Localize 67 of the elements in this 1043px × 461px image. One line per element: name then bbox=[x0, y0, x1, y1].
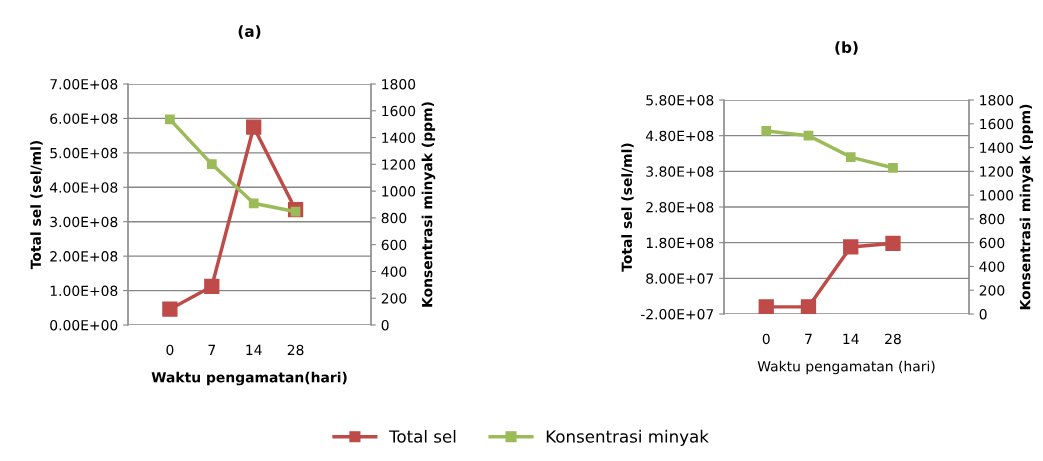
point bbox=[885, 235, 901, 252]
point bbox=[845, 152, 856, 162]
x-tick-label: 7 bbox=[208, 344, 216, 355]
y2-tick-label: 1600 bbox=[980, 118, 1014, 130]
x-tick-label: 7 bbox=[805, 333, 812, 344]
x-tick-label: 0 bbox=[762, 333, 770, 345]
y-tick-label: 4.00E+08 bbox=[49, 182, 118, 193]
y-tick-label: 3.00E+08 bbox=[50, 216, 118, 228]
point bbox=[206, 159, 217, 169]
point bbox=[761, 126, 772, 136]
y2-tick-label: 1400 bbox=[382, 132, 416, 144]
y-tick-label: 1.00E+08 bbox=[50, 285, 118, 297]
x-tick-label: 28 bbox=[885, 333, 901, 345]
y2-tick-label: 800 bbox=[979, 213, 1005, 225]
y-axis-title: Total sel (sel/ml) bbox=[30, 140, 43, 270]
y2-tick-label: 1000 bbox=[382, 186, 416, 197]
x-axis-title: Waktu pengamatan (hari) bbox=[757, 360, 935, 375]
point bbox=[204, 278, 220, 295]
chart-title: (b) bbox=[835, 41, 858, 55]
legend-label: Total sel bbox=[389, 429, 456, 443]
y2-tick-label: 0 bbox=[381, 319, 389, 331]
y2-tick-label: 200 bbox=[381, 293, 407, 304]
y2-tick-label: 200 bbox=[979, 285, 1005, 296]
x-tick-label: 0 bbox=[166, 344, 174, 356]
point bbox=[888, 162, 898, 173]
point bbox=[800, 299, 817, 314]
y-tick-label: -2.00E+07 bbox=[640, 308, 714, 320]
y2-tick-label: 1800 bbox=[382, 78, 416, 90]
y-tick-label: 2.00E+08 bbox=[50, 251, 118, 262]
y-axis-title: Total sel (sel/ml) bbox=[621, 143, 634, 272]
point bbox=[758, 299, 774, 314]
y2-tick-label: 600 bbox=[979, 237, 1005, 249]
y2-tick-label: 1200 bbox=[382, 159, 416, 170]
y-tick-label: 7.00E+08 bbox=[50, 78, 118, 90]
point bbox=[248, 198, 259, 209]
x-tick-label: 28 bbox=[287, 344, 304, 356]
y-tick-label: 3.80E+08 bbox=[646, 166, 714, 177]
y2-axis-title: Konsentrasi minyak (ppm) bbox=[1019, 104, 1034, 310]
point bbox=[165, 114, 175, 125]
y2-tick-label: 400 bbox=[381, 266, 407, 277]
x-axis-title: Waktu pengamatan(hari) bbox=[151, 371, 347, 386]
point bbox=[843, 239, 859, 255]
y-tick-label: 8.00E+07 bbox=[646, 273, 714, 284]
point bbox=[162, 301, 178, 317]
y2-axis-title: Konsentrasi minyak (ppm) bbox=[421, 102, 436, 307]
y2-tick-label: 800 bbox=[381, 212, 407, 224]
point bbox=[246, 119, 262, 135]
legend-label: Konsentrasi minyak bbox=[546, 429, 709, 446]
x-tick-label: 14 bbox=[843, 333, 859, 344]
y-tick-label: 6.00E+08 bbox=[50, 113, 118, 124]
point bbox=[803, 130, 814, 141]
y-tick-label: 4.80E+08 bbox=[645, 130, 714, 142]
y-tick-label: 5.00E+08 bbox=[50, 147, 118, 159]
y2-tick-label: 0 bbox=[979, 308, 987, 320]
y2-tick-label: 1000 bbox=[980, 190, 1014, 201]
y-tick-label: 0.00E+00 bbox=[50, 319, 118, 331]
y2-tick-label: 400 bbox=[979, 261, 1005, 272]
y2-tick-label: 1800 bbox=[980, 94, 1014, 106]
chart-title: (a) bbox=[238, 25, 261, 39]
y2-tick-label: 1600 bbox=[382, 105, 416, 117]
x-tick-label: 14 bbox=[246, 344, 262, 355]
y2-tick-label: 600 bbox=[381, 239, 407, 251]
y2-tick-label: 1200 bbox=[980, 166, 1014, 177]
y-tick-label: 2.80E+08 bbox=[646, 201, 714, 213]
y2-tick-label: 1400 bbox=[980, 142, 1014, 154]
y-tick-label: 1.80E+08 bbox=[646, 237, 714, 249]
y-tick-label: 5.80E+08 bbox=[646, 94, 714, 106]
